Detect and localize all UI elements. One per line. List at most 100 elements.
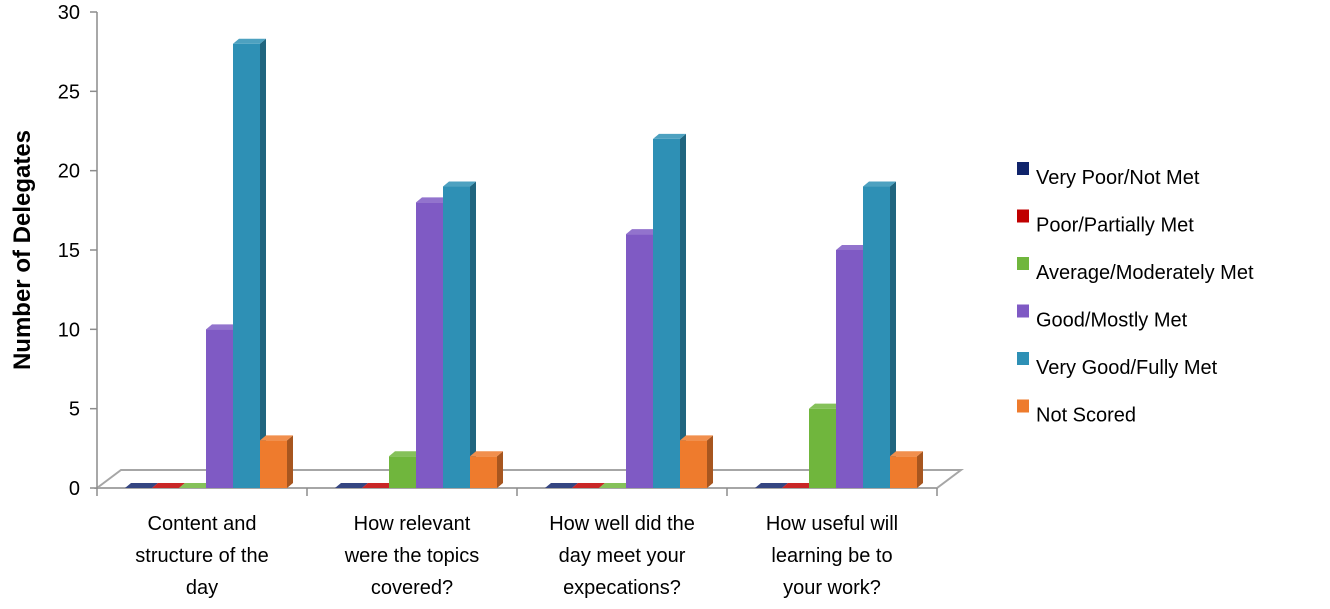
legend-swatch <box>1017 352 1029 365</box>
legend-swatch <box>1017 257 1029 270</box>
legend-item: Very Poor/Not Met <box>1017 162 1200 189</box>
bar-top <box>782 483 815 488</box>
bar-top <box>545 483 578 488</box>
legend-swatch <box>1017 399 1029 413</box>
x-tick-label-line: How well did the <box>549 513 695 535</box>
bar <box>443 181 476 489</box>
bar-front <box>470 456 497 488</box>
bar-top <box>755 483 788 488</box>
legend-label: Average/Moderately Met <box>1036 262 1254 284</box>
bar-top <box>416 197 449 203</box>
legend-swatch <box>1017 304 1029 318</box>
y-tick-label: 20 <box>58 161 80 183</box>
bar-top <box>599 483 632 488</box>
legend-swatch <box>1017 209 1029 223</box>
bar-front <box>626 234 653 488</box>
x-tick-label-line: structure of the <box>135 545 268 567</box>
y-tick-label: 15 <box>58 240 80 262</box>
bar-top <box>443 181 476 187</box>
bar-side <box>707 435 713 488</box>
y-tick-label: 5 <box>69 399 80 421</box>
bar-top <box>680 435 713 441</box>
bar-top <box>389 451 422 457</box>
bar-front <box>890 456 917 488</box>
bar-top <box>362 483 395 488</box>
x-tick-label-line: expecations? <box>563 577 681 599</box>
bar-front <box>443 186 470 489</box>
bar-top <box>572 483 605 488</box>
x-tick-label-line: learning be to <box>771 545 892 567</box>
bar-top <box>206 324 239 330</box>
x-tick-label-line: were the topics <box>344 545 480 567</box>
legend-label: Good/Mostly Met <box>1036 310 1188 332</box>
y-tick-label: 0 <box>69 478 80 500</box>
bar-side <box>497 451 503 488</box>
bar-front <box>863 186 890 489</box>
bar-top <box>836 245 869 250</box>
x-tick-label: How useful will learning be to your work? <box>766 513 898 599</box>
bar-front <box>389 456 416 488</box>
x-tick-label-line: How relevant <box>354 513 471 535</box>
bar <box>362 483 395 489</box>
bar-top <box>626 229 659 235</box>
bar-front <box>809 408 836 488</box>
legend-item: Not Scored <box>1017 399 1136 427</box>
bar-front <box>680 440 707 488</box>
bar <box>125 483 158 489</box>
bar <box>179 483 212 489</box>
legend-item: Good/Mostly Met <box>1017 304 1188 332</box>
x-tick-label-line: covered? <box>371 577 453 599</box>
x-tick-label: How relevant were the topics covered? <box>344 513 480 599</box>
legend-item: Poor/Partially Met <box>1017 209 1194 237</box>
x-tick-label: How well did the day meet your expecations… <box>549 513 695 599</box>
y-tick-label: 30 <box>58 2 80 24</box>
bar-top <box>809 403 842 409</box>
y-tick-label: 10 <box>58 319 80 341</box>
bar-top <box>152 483 185 488</box>
bar <box>863 181 896 489</box>
bar <box>653 133 686 488</box>
bar-top <box>470 451 503 457</box>
x-tick-label-line: your work? <box>783 577 881 599</box>
legend-label: Not Scored <box>1036 405 1136 427</box>
bar <box>152 483 185 489</box>
bar-front <box>206 329 233 488</box>
bar-top <box>335 483 368 488</box>
legend-item: Average/Moderately Met <box>1017 257 1254 284</box>
bar-side <box>680 133 686 488</box>
bar-top <box>653 133 686 139</box>
x-tick-label-line: How useful will <box>766 513 898 535</box>
x-tick-label-line: day <box>186 577 218 599</box>
bar <box>599 483 632 489</box>
bar-top <box>233 38 266 44</box>
bar-side <box>917 451 923 488</box>
bar <box>755 483 788 489</box>
bar <box>233 38 266 488</box>
bar <box>260 435 293 488</box>
bar <box>680 435 713 488</box>
x-tick-label-line: day meet your <box>559 545 686 567</box>
legend-swatch <box>1017 162 1029 175</box>
bar <box>545 483 578 489</box>
bar-front <box>653 138 680 488</box>
bar <box>470 451 503 488</box>
y-tick-label: 25 <box>58 81 80 103</box>
bar-top <box>179 483 212 488</box>
bar-top <box>260 435 293 441</box>
bar-top <box>125 483 158 488</box>
bar-front <box>233 43 260 488</box>
bar-front <box>836 250 863 488</box>
bar <box>890 451 923 488</box>
bar-top <box>863 181 896 187</box>
legend-label: Poor/Partially Met <box>1036 215 1194 237</box>
y-axis-title: Number of Delegates <box>9 130 36 370</box>
legend-label: Very Good/Fully Met <box>1036 357 1218 379</box>
bar-front <box>260 440 287 488</box>
bar <box>782 483 815 489</box>
bar <box>572 483 605 489</box>
bar-side <box>470 181 476 489</box>
bar-front <box>416 202 443 488</box>
x-tick-label: Content and structure of the day <box>135 513 268 599</box>
legend-label: Very Poor/Not Met <box>1036 167 1200 189</box>
